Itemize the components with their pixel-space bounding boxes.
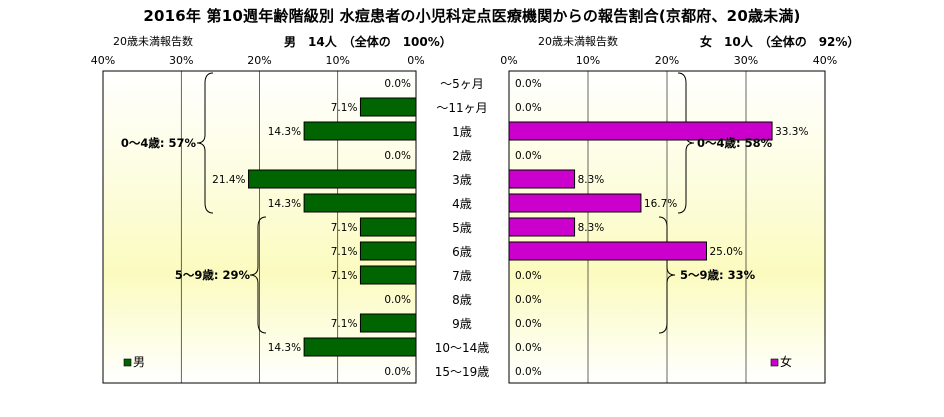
male-data-label: 0.0% [384, 366, 411, 378]
category-label: 3歳 [452, 173, 472, 187]
male-bar [359, 97, 417, 117]
male-group-label: 0～4歳: 57% [121, 136, 197, 150]
left-tick-label: 30% [169, 54, 193, 67]
female-legend-label: 女 [780, 354, 792, 369]
female-data-label: 0.0% [515, 318, 542, 330]
male-bar [303, 121, 417, 141]
category-label: ～5ヶ月 [440, 77, 484, 91]
right-tick-label: 20% [655, 54, 679, 67]
male-bar [359, 241, 417, 261]
female-data-label: 0.0% [515, 150, 542, 162]
male-bar [359, 265, 417, 285]
category-label: 4歳 [452, 197, 472, 211]
category-label: 8歳 [452, 293, 472, 307]
female-bar [508, 121, 773, 141]
left-series-header: 男 14人 （全体の 100%） [284, 35, 452, 49]
male-data-label: 7.1% [331, 102, 358, 114]
left-tick-label: 20% [247, 54, 271, 67]
male-data-label: 0.0% [384, 78, 411, 90]
male-bar [248, 169, 417, 189]
female-data-label: 25.0% [710, 246, 743, 258]
male-data-label: 7.1% [331, 270, 358, 282]
female-group-label: 0～4歳: 58% [697, 136, 773, 150]
left-tick-label: 10% [326, 54, 350, 67]
category-label: 7歳 [452, 269, 472, 283]
female-data-label: 0.0% [515, 366, 542, 378]
male-legend-swatch [123, 358, 132, 367]
category-label: ～11ヶ月 [436, 101, 487, 115]
female-data-label: 0.0% [515, 342, 542, 354]
right-brace-5-9 [658, 216, 676, 334]
male-group-label: 5～9歳: 29% [175, 268, 251, 282]
left-axis-label: 20歳未満報告数 [113, 35, 193, 48]
male-data-label: 7.1% [331, 222, 358, 234]
chart-title: 2016年 第10週年齢階級別 水痘患者の小児科定点医療機関からの報告割合(京都… [143, 7, 801, 25]
left-tick-label: 40% [91, 54, 115, 67]
category-label: 1歳 [452, 125, 472, 139]
male-bar [359, 217, 417, 237]
female-data-label: 8.3% [578, 222, 605, 234]
male-legend-label: 男 [133, 355, 145, 369]
female-data-label: 0.0% [515, 78, 542, 90]
left-brace-0-4 [196, 72, 214, 214]
male-data-label: 0.0% [384, 150, 411, 162]
female-data-label: 0.0% [515, 294, 542, 306]
male-data-label: 14.3% [268, 198, 301, 210]
left-brace-5-9 [249, 216, 267, 334]
left-tick-label: 0% [407, 54, 424, 67]
category-label: 9歳 [452, 317, 472, 331]
female-bar [508, 241, 707, 261]
male-data-label: 7.1% [331, 318, 358, 330]
female-data-label: 16.7% [644, 198, 677, 210]
right-axis-label: 20歳未満報告数 [538, 35, 618, 48]
male-bar [303, 337, 417, 357]
female-bar [508, 193, 642, 213]
female-data-label: 0.0% [515, 102, 542, 114]
female-data-label: 0.0% [515, 270, 542, 282]
female-data-label: 33.3% [775, 126, 808, 138]
male-data-label: 0.0% [384, 294, 411, 306]
male-data-label: 7.1% [331, 246, 358, 258]
female-group-label: 5～9歳: 33% [680, 268, 756, 282]
female-legend-swatch [770, 358, 779, 367]
male-bar [303, 193, 417, 213]
female-data-label: 8.3% [578, 174, 605, 186]
right-tick-label: 40% [813, 54, 837, 67]
male-data-label: 14.3% [268, 342, 301, 354]
right-tick-label: 30% [734, 54, 758, 67]
category-label: 15～19歳 [435, 365, 490, 379]
right-series-header: 女 10人 （全体の 92%） [700, 35, 860, 49]
male-data-label: 21.4% [212, 174, 245, 186]
category-label: 6歳 [452, 245, 472, 259]
male-data-label: 14.3% [268, 126, 301, 138]
category-label: 5歳 [452, 221, 472, 235]
category-label: 2歳 [452, 149, 472, 163]
female-bar [508, 217, 576, 237]
right-brace-0-4 [677, 72, 695, 214]
female-bar [508, 169, 576, 189]
right-tick-label: 0% [500, 54, 517, 67]
right-tick-label: 10% [576, 54, 600, 67]
male-bar [359, 313, 417, 333]
category-label: 10～14歳 [435, 341, 490, 355]
